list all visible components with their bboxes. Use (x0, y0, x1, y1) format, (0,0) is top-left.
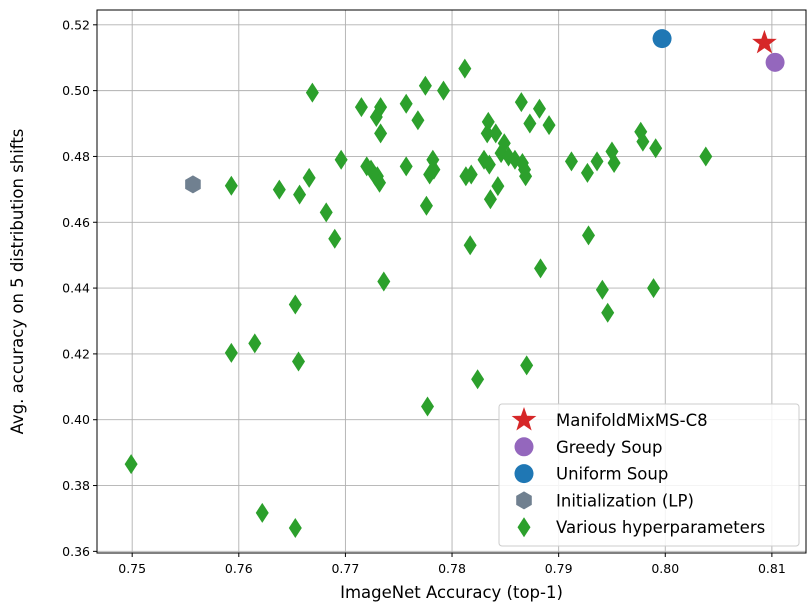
y-axis-ticks: 0.36 0.38 0.40 0.42 0.44 0.46 0.48 0.50 0.52 (62, 17, 97, 559)
various-hyperparameters-point (532, 98, 546, 119)
legend-marker (516, 491, 532, 510)
uniform-soup-point (652, 29, 672, 49)
various-hyperparameters-point (319, 202, 333, 223)
various-hyperparameters-point (288, 294, 302, 315)
y-axis-label: Avg. accuracy on 5 distribution shifts (8, 129, 27, 435)
various-hyperparameters-point (601, 302, 615, 323)
x-axis-ticks: 0.75 0.76 0.77 0.78 0.79 0.80 0.81 (118, 553, 786, 576)
various-hyperparameters-point (255, 502, 269, 523)
legend-label: Various hyperparameters (556, 518, 765, 537)
various-hyperparameters-point (580, 162, 594, 183)
various-hyperparameters-point (464, 164, 478, 185)
various-hyperparameters-point (607, 153, 621, 174)
x-tick-label: 0.77 (331, 561, 359, 576)
various-hyperparameters-point (399, 156, 413, 177)
greedy-soup-point (765, 52, 785, 72)
x-tick-label: 0.80 (651, 561, 679, 576)
various-hyperparameters-point (334, 149, 348, 170)
various-hyperparameters-point (534, 258, 548, 279)
data-points (124, 29, 785, 538)
various-hyperparameters-point (595, 279, 609, 300)
x-tick-label: 0.75 (118, 561, 146, 576)
various-hyperparameters-point (373, 172, 387, 193)
various-hyperparameters-point (224, 342, 238, 363)
y-tick-label: 0.50 (62, 83, 90, 98)
various-hyperparameters-point (520, 355, 534, 376)
various-hyperparameters-point (489, 123, 503, 144)
initialization-lp-point (185, 175, 201, 194)
x-tick-label: 0.79 (545, 561, 573, 576)
various-hyperparameters-point (483, 189, 497, 210)
legend-marker (517, 517, 531, 538)
various-hyperparameters-point (411, 110, 425, 131)
various-hyperparameters-point (124, 454, 138, 475)
legend-marker (514, 437, 534, 457)
legend: ManifoldMixMS-C8 Greedy Soup Uniform Soup I… (498, 403, 800, 547)
various-hyperparameters-point (636, 131, 650, 152)
various-hyperparameters-point (248, 333, 262, 354)
various-hyperparameters-point (519, 166, 533, 187)
various-hyperparameters-point (699, 146, 713, 167)
various-hyperparameters-point (647, 278, 661, 299)
y-tick-label: 0.38 (62, 478, 90, 493)
x-tick-label: 0.76 (225, 561, 253, 576)
various-hyperparameters-point (491, 176, 505, 197)
y-tick-label: 0.42 (62, 346, 90, 361)
x-axis-label: ImageNet Accuracy (top-1) (340, 583, 563, 602)
x-tick-label: 0.78 (438, 561, 466, 576)
manifoldmixms-c8-point (752, 29, 777, 54)
various-hyperparameters-point (590, 151, 604, 172)
various-hyperparameters-point (305, 82, 319, 103)
various-hyperparameters-point (649, 138, 663, 159)
y-tick-label: 0.52 (62, 17, 90, 32)
various-hyperparameters-point (399, 93, 413, 114)
legend-label: Initialization (LP) (556, 491, 694, 510)
various-hyperparameters-point (374, 123, 388, 144)
various-hyperparameters-point (514, 92, 528, 113)
various-hyperparameters-point (419, 195, 433, 216)
legend-label: Greedy Soup (556, 438, 663, 457)
y-tick-label: 0.40 (62, 412, 90, 427)
various-hyperparameters-point (374, 97, 388, 118)
various-hyperparameters-point (481, 111, 495, 132)
legend-box (498, 403, 800, 547)
various-hyperparameters-point (437, 80, 451, 101)
legend-label: ManifoldMixMS-C8 (556, 411, 708, 430)
various-hyperparameters-point (564, 151, 578, 172)
various-hyperparameters-point (421, 396, 435, 417)
y-tick-label: 0.44 (62, 281, 90, 296)
various-hyperparameters-point (523, 113, 537, 134)
various-hyperparameters-point (471, 369, 485, 390)
various-hyperparameters-point (288, 517, 302, 538)
legend-marker (514, 464, 534, 484)
various-hyperparameters-point (542, 115, 556, 136)
various-hyperparameters-point (328, 228, 342, 249)
various-hyperparameters-point (377, 271, 391, 292)
various-hyperparameters-point (224, 175, 238, 196)
various-hyperparameters-point (418, 75, 432, 96)
various-hyperparameters-point (582, 225, 596, 246)
various-hyperparameters-point (427, 159, 441, 180)
y-tick-label: 0.46 (62, 215, 90, 230)
various-hyperparameters-point (482, 154, 496, 175)
x-tick-label: 0.81 (758, 561, 786, 576)
plot-frame (96, 9, 807, 554)
various-hyperparameters-point (354, 97, 368, 118)
various-hyperparameters-point (463, 235, 477, 256)
various-hyperparameters-point (272, 179, 286, 200)
various-hyperparameters-point (458, 58, 472, 79)
various-hyperparameters-point (292, 351, 306, 372)
y-tick-label: 0.36 (62, 544, 90, 559)
various-hyperparameters-point (293, 184, 307, 205)
y-tick-label: 0.48 (62, 149, 90, 164)
legend-label: Uniform Soup (556, 465, 668, 484)
legend-marker (511, 407, 537, 431)
various-hyperparameters-point (302, 167, 316, 188)
